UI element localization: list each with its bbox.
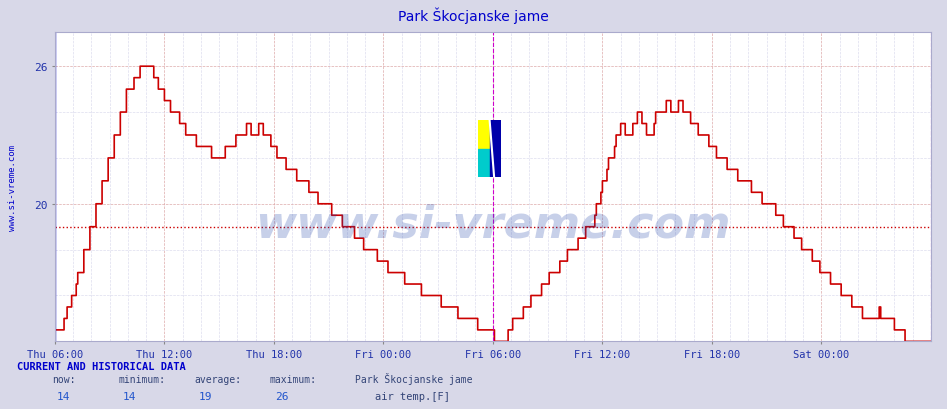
Text: now:: now: [52,374,76,384]
Text: average:: average: [194,374,241,384]
Text: www.si-vreme.com: www.si-vreme.com [9,144,17,230]
Text: 19: 19 [199,391,212,401]
Text: maximum:: maximum: [270,374,317,384]
Text: 14: 14 [123,391,136,401]
Bar [478,121,490,149]
Text: air temp.[F]: air temp.[F] [375,391,450,401]
Text: 26: 26 [275,391,288,401]
Text: 14: 14 [57,391,70,401]
Text: Park Škocjanske jame: Park Škocjanske jame [355,372,473,384]
Text: Park Škocjanske jame: Park Škocjanske jame [398,7,549,24]
Text: minimum:: minimum: [118,374,166,384]
Polygon shape [490,121,501,178]
Text: www.si-vreme.com: www.si-vreme.com [255,203,731,246]
Bar [478,149,490,178]
Text: CURRENT AND HISTORICAL DATA: CURRENT AND HISTORICAL DATA [17,361,186,371]
